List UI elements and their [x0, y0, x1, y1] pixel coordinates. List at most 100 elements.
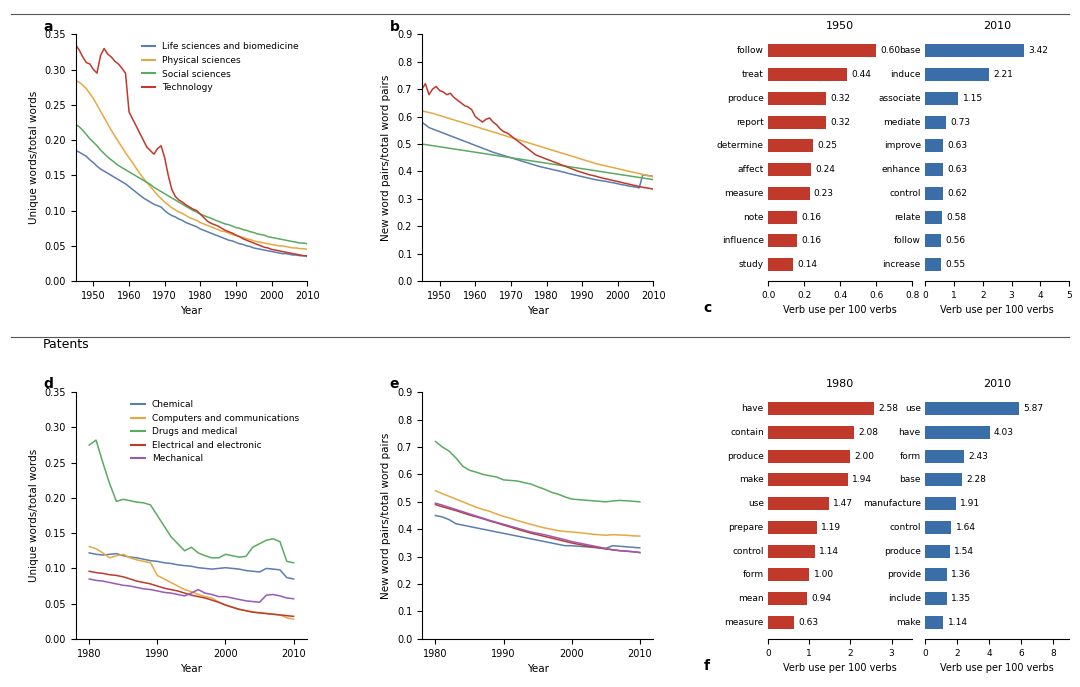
Text: enhance: enhance	[881, 165, 921, 174]
Bar	[768, 426, 853, 439]
X-axis label: Verb use per 100 verbs: Verb use per 100 verbs	[783, 306, 897, 315]
Title: 2010: 2010	[983, 21, 1011, 31]
Text: relate: relate	[894, 212, 921, 221]
Bar	[768, 68, 848, 81]
Text: produce: produce	[883, 547, 921, 556]
Bar	[768, 568, 809, 581]
Bar	[768, 592, 807, 605]
Text: 0.62: 0.62	[947, 189, 968, 198]
Bar	[926, 521, 951, 534]
Bar	[926, 426, 989, 439]
Text: c: c	[703, 301, 712, 315]
Text: 1.36: 1.36	[951, 570, 971, 579]
Text: associate: associate	[878, 94, 921, 103]
Text: 0.63: 0.63	[798, 618, 819, 627]
Text: have: have	[742, 404, 764, 414]
Text: 1.54: 1.54	[954, 547, 974, 556]
Text: mediate: mediate	[883, 117, 921, 126]
Bar	[926, 568, 947, 581]
Text: improve: improve	[883, 142, 921, 150]
Bar	[768, 616, 794, 629]
Text: 3.42: 3.42	[1028, 47, 1048, 56]
Text: b: b	[390, 19, 400, 34]
Text: e: e	[390, 377, 399, 392]
Text: 0.44: 0.44	[852, 70, 872, 79]
Bar	[926, 450, 964, 463]
Bar	[926, 210, 942, 223]
Bar	[926, 187, 943, 200]
Bar	[926, 402, 1020, 415]
Text: 0.25: 0.25	[818, 142, 837, 150]
Text: 1.14: 1.14	[948, 618, 968, 627]
Text: 0.55: 0.55	[945, 260, 966, 269]
Text: 1.47: 1.47	[833, 499, 853, 508]
Text: control: control	[889, 523, 921, 532]
Bar	[768, 450, 850, 463]
Bar	[768, 521, 818, 534]
Text: measure: measure	[725, 618, 764, 627]
Text: provide: provide	[887, 570, 921, 579]
Bar	[926, 592, 947, 605]
Text: produce: produce	[727, 94, 764, 103]
Text: 1.64: 1.64	[956, 523, 975, 532]
Title: 1980: 1980	[826, 379, 854, 389]
Text: a: a	[43, 19, 53, 34]
Bar	[926, 68, 989, 81]
Bar	[768, 497, 828, 510]
Text: affect: affect	[738, 165, 764, 174]
Text: induce: induce	[890, 70, 921, 79]
Bar	[926, 234, 942, 247]
Bar	[768, 473, 848, 486]
X-axis label: Year: Year	[180, 664, 202, 674]
Text: 2.08: 2.08	[858, 428, 878, 437]
Text: 0.94: 0.94	[811, 594, 832, 603]
Bar	[926, 497, 956, 510]
Bar	[926, 258, 941, 271]
Text: form: form	[900, 452, 921, 461]
Text: 2.00: 2.00	[854, 452, 875, 461]
Text: report: report	[737, 117, 764, 126]
Text: 2.28: 2.28	[966, 475, 986, 484]
Text: 0.73: 0.73	[950, 117, 971, 126]
Bar	[768, 92, 826, 105]
Text: 0.14: 0.14	[798, 260, 818, 269]
Text: 5.87: 5.87	[1024, 404, 1043, 414]
X-axis label: Verb use per 100 verbs: Verb use per 100 verbs	[941, 663, 1054, 673]
Bar	[926, 45, 1024, 58]
Text: have: have	[899, 428, 921, 437]
Text: follow: follow	[737, 47, 764, 56]
Text: 0.16: 0.16	[801, 236, 822, 245]
Bar	[768, 545, 815, 558]
Text: use: use	[905, 404, 921, 414]
Bar	[926, 163, 943, 176]
Bar	[768, 210, 797, 223]
Text: form: form	[743, 570, 764, 579]
Text: 0.60: 0.60	[880, 47, 901, 56]
Text: 4.03: 4.03	[994, 428, 1014, 437]
Title: 2010: 2010	[983, 379, 1011, 389]
Bar	[926, 139, 943, 153]
Text: 0.24: 0.24	[815, 165, 836, 174]
Y-axis label: Unique words/total words: Unique words/total words	[29, 449, 39, 582]
Text: use: use	[747, 499, 764, 508]
Text: 1.19: 1.19	[822, 523, 841, 532]
Text: manufacture: manufacture	[863, 499, 921, 508]
Bar	[768, 139, 813, 153]
Text: study: study	[739, 260, 764, 269]
Title: 1950: 1950	[826, 21, 854, 31]
Text: make: make	[739, 475, 764, 484]
Text: follow: follow	[894, 236, 921, 245]
Text: base: base	[900, 475, 921, 484]
Text: include: include	[888, 594, 921, 603]
Text: increase: increase	[882, 260, 921, 269]
Bar	[768, 402, 875, 415]
Text: 1.91: 1.91	[960, 499, 981, 508]
Bar	[926, 473, 961, 486]
Text: note: note	[743, 212, 764, 221]
X-axis label: Year: Year	[527, 664, 549, 674]
Text: f: f	[703, 659, 710, 673]
Text: contain: contain	[730, 428, 764, 437]
Text: control: control	[732, 547, 764, 556]
Y-axis label: Unique words/total words: Unique words/total words	[29, 91, 39, 225]
Text: 0.23: 0.23	[814, 189, 834, 198]
